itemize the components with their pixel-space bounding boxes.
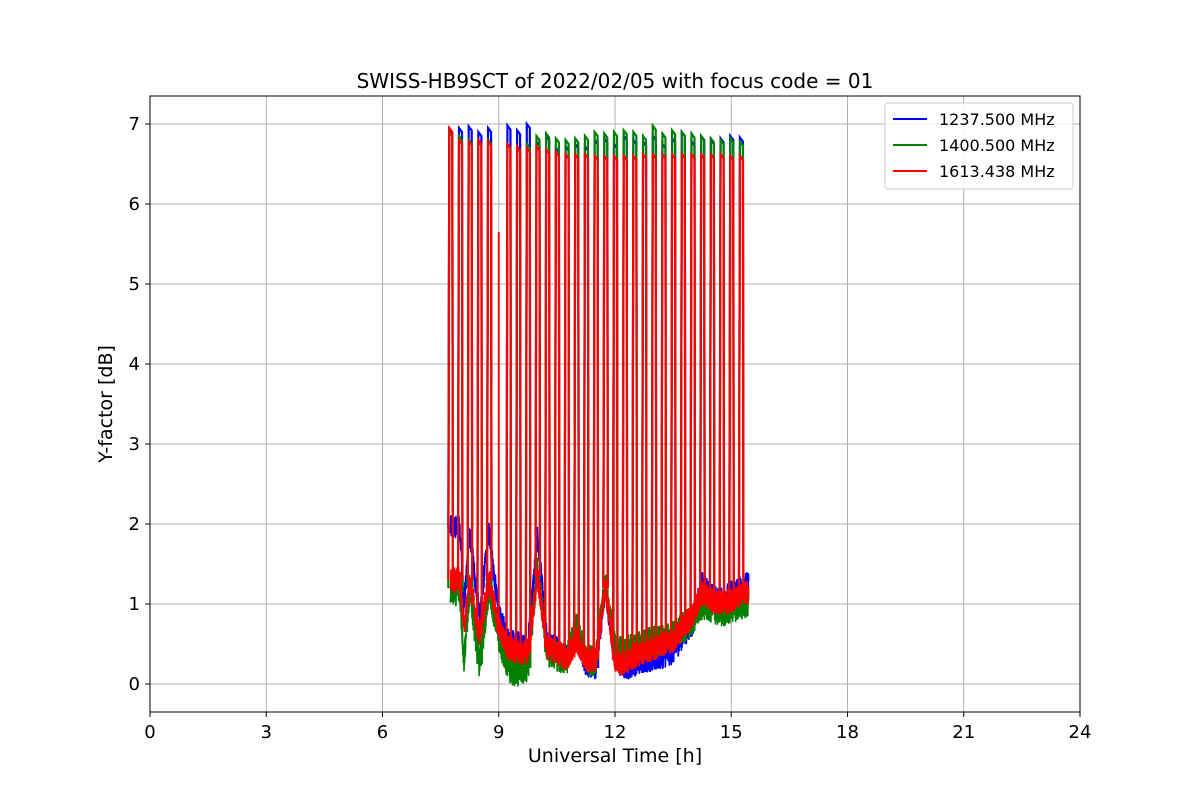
calibration-spike — [689, 151, 697, 617]
x-tick-label: 12 — [604, 722, 627, 743]
calibration-spike — [582, 151, 590, 661]
x-tick-label: 24 — [1069, 722, 1092, 743]
x-tick-label: 6 — [377, 722, 388, 743]
y-tick-label: 2 — [129, 514, 140, 535]
calibration-spike — [447, 124, 454, 581]
y-tick-label: 5 — [129, 274, 140, 295]
series-layer — [447, 120, 750, 688]
series-1613438 — [447, 124, 750, 676]
legend-item: 1613.438 MHz — [893, 162, 1055, 181]
calibration-spike — [456, 136, 464, 581]
legend-label: 1400.500 MHz — [939, 136, 1055, 155]
calibration-spike — [524, 144, 532, 653]
calibration-spike — [515, 143, 522, 653]
y-axis-title: Y-factor [dB] — [95, 345, 117, 464]
calibration-spike — [466, 138, 474, 581]
calibration-spike — [563, 151, 571, 661]
calibration-spike — [650, 151, 658, 649]
calibration-spike — [476, 136, 483, 637]
calibration-spike — [660, 151, 668, 645]
calibration-spike — [611, 152, 619, 661]
calibration-spike — [592, 152, 600, 661]
legend-item: 1400.500 MHz — [893, 136, 1055, 155]
calibration-spike — [728, 152, 735, 601]
calibration-spike — [553, 148, 561, 653]
chart-title: SWISS-HB9SCT of 2022/02/05 with focus co… — [357, 69, 874, 93]
calibration-spike — [737, 152, 745, 597]
calibration-spike — [573, 151, 580, 641]
calibration-spike — [640, 151, 648, 653]
y-tick-label: 4 — [129, 354, 140, 375]
legend-item: 1237.500 MHz — [893, 110, 1055, 129]
calibration-spike — [670, 151, 677, 641]
calibration-spike — [505, 140, 513, 649]
y-tick-label: 7 — [129, 114, 140, 135]
x-tick-label: 9 — [493, 722, 504, 743]
series-baseline-line — [449, 567, 750, 676]
x-tick-label: 3 — [261, 722, 272, 743]
legend-box — [884, 102, 1074, 190]
calibration-spike — [699, 151, 706, 593]
legend-label: 1237.500 MHz — [939, 110, 1055, 129]
calibration-spike — [621, 152, 629, 665]
calibration-spike — [718, 151, 726, 605]
x-tick-label: 21 — [952, 722, 975, 743]
legend-label: 1613.438 MHz — [939, 162, 1055, 181]
x-tick-label: 0 — [144, 722, 155, 743]
calibration-spike — [485, 138, 493, 581]
x-axis-ticks: 0 3 6 9 12 15 18 21 24 — [144, 712, 1091, 743]
y-tick-label: 6 — [129, 194, 140, 215]
calibration-spike — [534, 143, 542, 577]
y-tick-label: 3 — [129, 434, 140, 455]
calibration-spike — [679, 151, 687, 629]
calibration-spike — [708, 151, 716, 601]
calibration-spike — [602, 152, 609, 589]
legend: 1237.500 MHz 1400.500 MHz 1613.438 MHz — [884, 102, 1074, 190]
y-tick-label: 1 — [129, 594, 140, 615]
x-tick-label: 18 — [836, 722, 859, 743]
y-tick-label: 0 — [129, 674, 140, 695]
x-tick-label: 15 — [720, 722, 743, 743]
calibration-spike — [631, 152, 638, 657]
calibration-spike — [544, 146, 551, 649]
y-axis-ticks: 0 1 2 3 4 5 6 7 — [129, 114, 150, 695]
x-axis-title: Universal Time [h] — [528, 745, 702, 767]
